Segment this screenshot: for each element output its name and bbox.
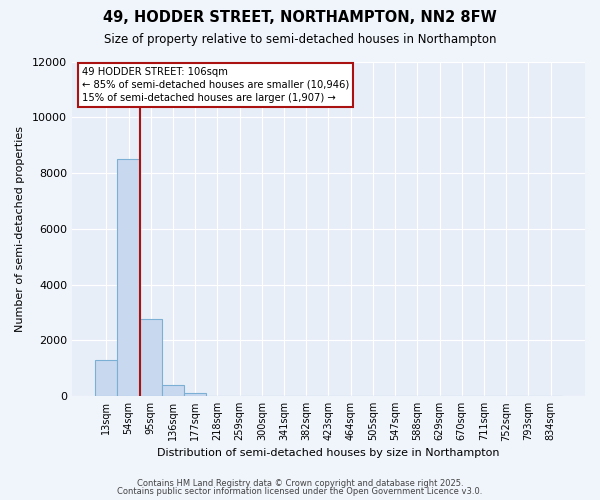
Text: Size of property relative to semi-detached houses in Northampton: Size of property relative to semi-detach… bbox=[104, 32, 496, 46]
Bar bbox=[95, 360, 118, 396]
Text: Contains HM Land Registry data © Crown copyright and database right 2025.: Contains HM Land Registry data © Crown c… bbox=[137, 478, 463, 488]
Y-axis label: Number of semi-detached properties: Number of semi-detached properties bbox=[15, 126, 25, 332]
Bar bbox=[162, 385, 184, 396]
X-axis label: Distribution of semi-detached houses by size in Northampton: Distribution of semi-detached houses by … bbox=[157, 448, 500, 458]
Bar bbox=[140, 320, 162, 396]
Bar bbox=[184, 394, 206, 396]
Text: 49, HODDER STREET, NORTHAMPTON, NN2 8FW: 49, HODDER STREET, NORTHAMPTON, NN2 8FW bbox=[103, 10, 497, 25]
Bar bbox=[118, 159, 140, 396]
Text: 49 HODDER STREET: 106sqm
← 85% of semi-detached houses are smaller (10,946)
15% : 49 HODDER STREET: 106sqm ← 85% of semi-d… bbox=[82, 66, 349, 103]
Text: Contains public sector information licensed under the Open Government Licence v3: Contains public sector information licen… bbox=[118, 487, 482, 496]
